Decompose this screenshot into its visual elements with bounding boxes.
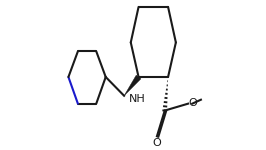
Text: O: O — [152, 138, 161, 148]
Text: O: O — [189, 98, 197, 108]
Text: NH: NH — [129, 94, 146, 104]
Polygon shape — [124, 75, 141, 96]
